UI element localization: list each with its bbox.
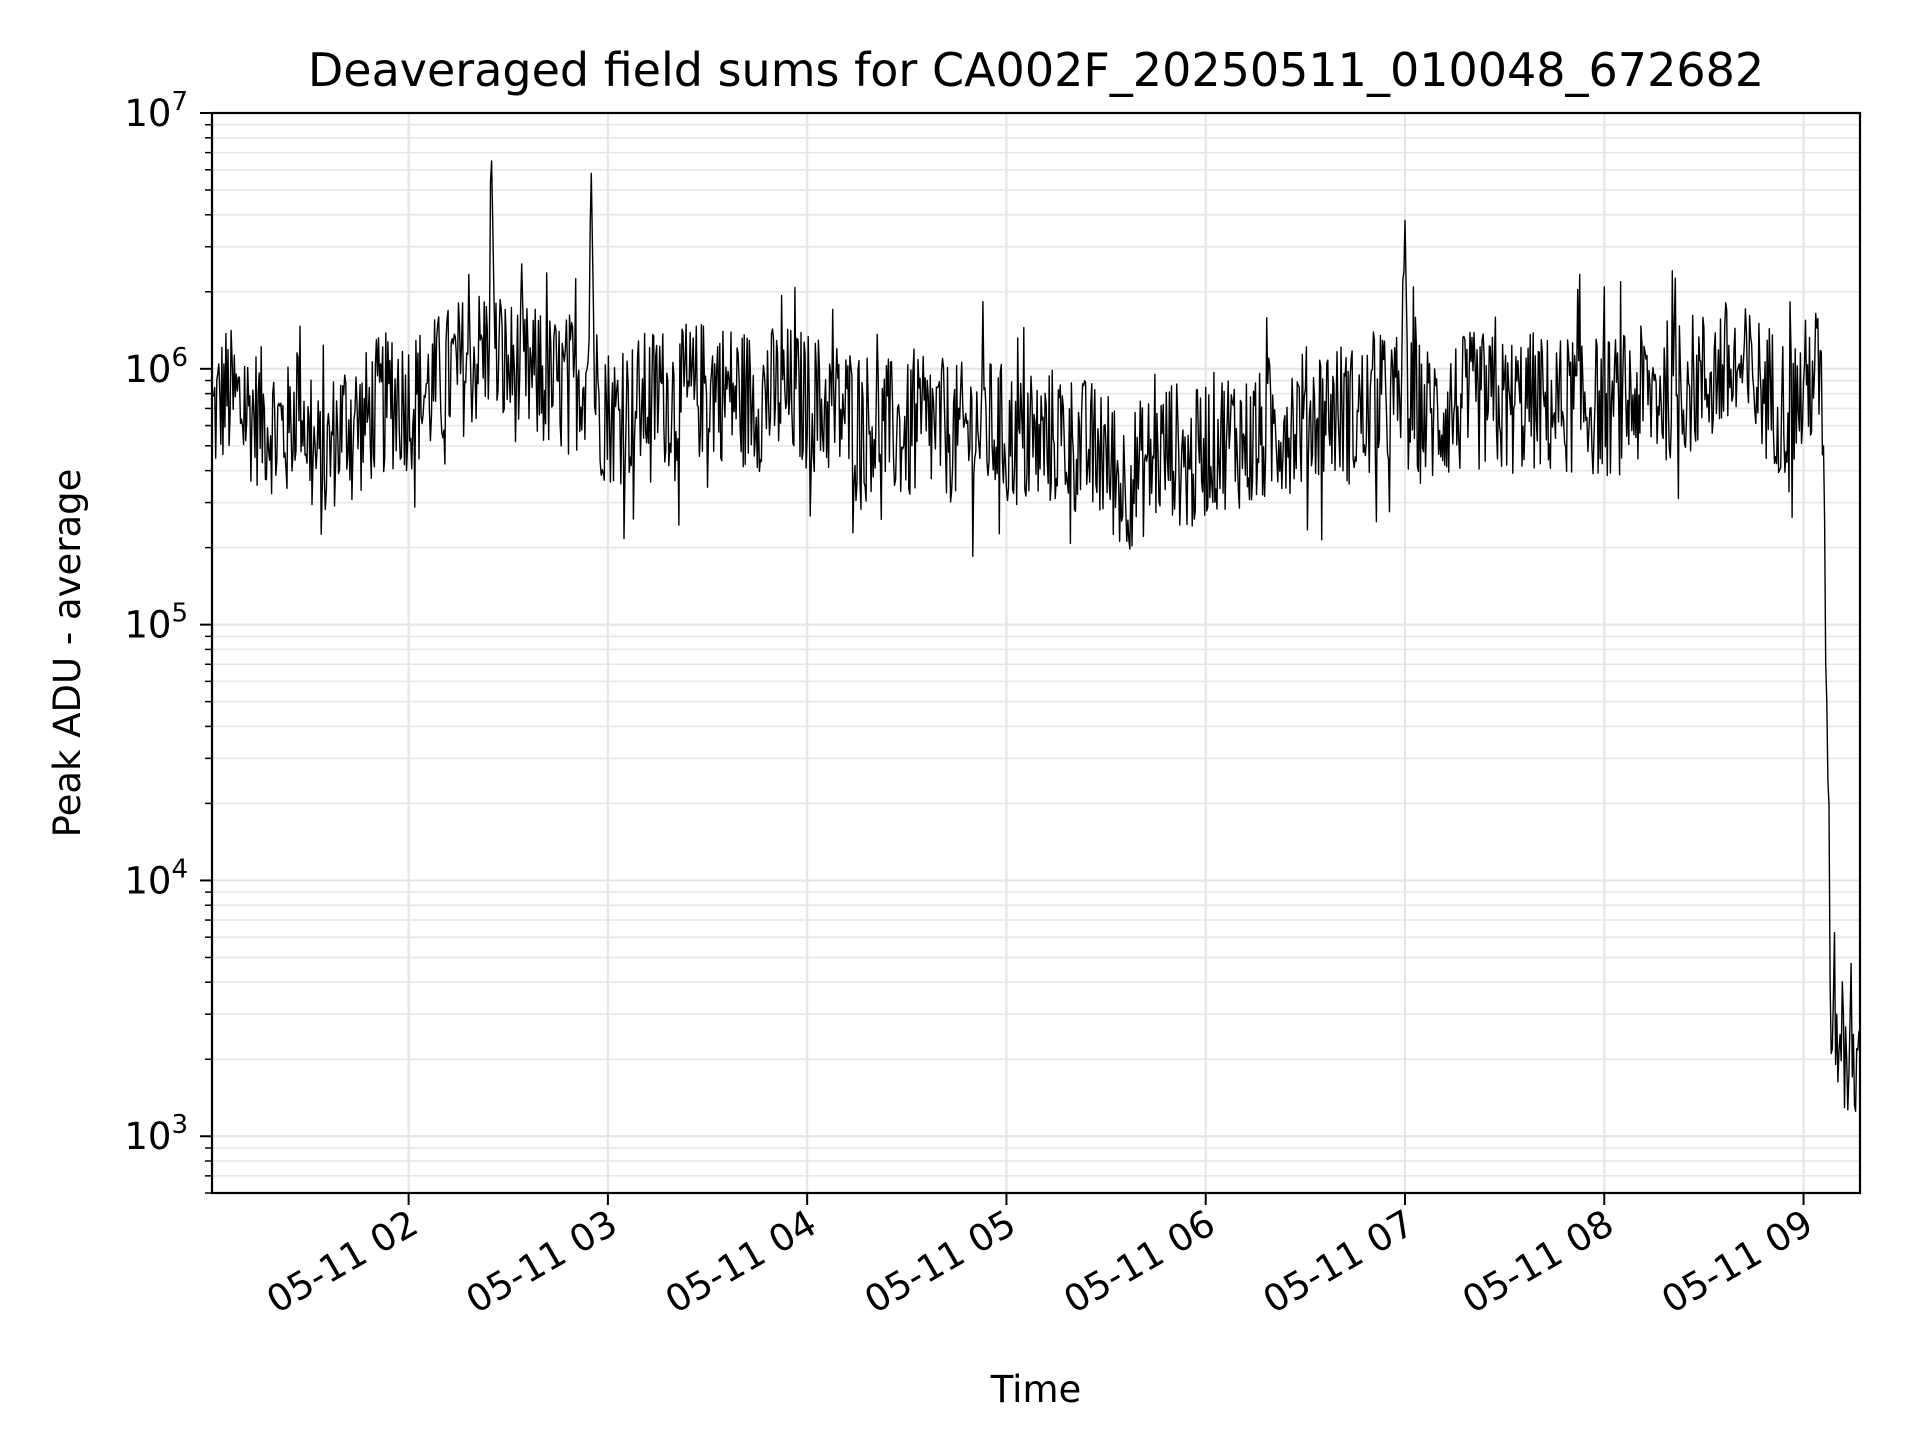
chart-title: Deaveraged field sums for CA002F_2025051… bbox=[308, 43, 1764, 97]
x-tick-label: 05-11 06 bbox=[1057, 1202, 1223, 1322]
y-tick-label: 103 bbox=[124, 1110, 188, 1158]
x-tick-label: 05-11 02 bbox=[260, 1202, 426, 1322]
x-tick-label: 05-11 07 bbox=[1256, 1202, 1422, 1322]
y-axis-label: Peak ADU - average bbox=[46, 469, 89, 838]
x-tick-label: 05-11 03 bbox=[459, 1202, 625, 1322]
x-tick-label: 05-11 05 bbox=[857, 1202, 1023, 1322]
y-tick-label: 104 bbox=[124, 854, 188, 902]
x-tick-label: 05-11 09 bbox=[1654, 1202, 1820, 1322]
series-line bbox=[212, 160, 1861, 1112]
x-tick-label: 05-11 04 bbox=[658, 1202, 824, 1322]
plot-frame bbox=[210, 111, 1862, 1195]
x-axis-label: Time bbox=[990, 1368, 1082, 1411]
y-tick-label: 107 bbox=[124, 87, 188, 135]
y-tick-label: 105 bbox=[124, 599, 188, 647]
grid-layer bbox=[212, 111, 1860, 1194]
x-tick-label: 05-11 08 bbox=[1455, 1202, 1621, 1322]
y-tick-label: 106 bbox=[124, 343, 188, 391]
